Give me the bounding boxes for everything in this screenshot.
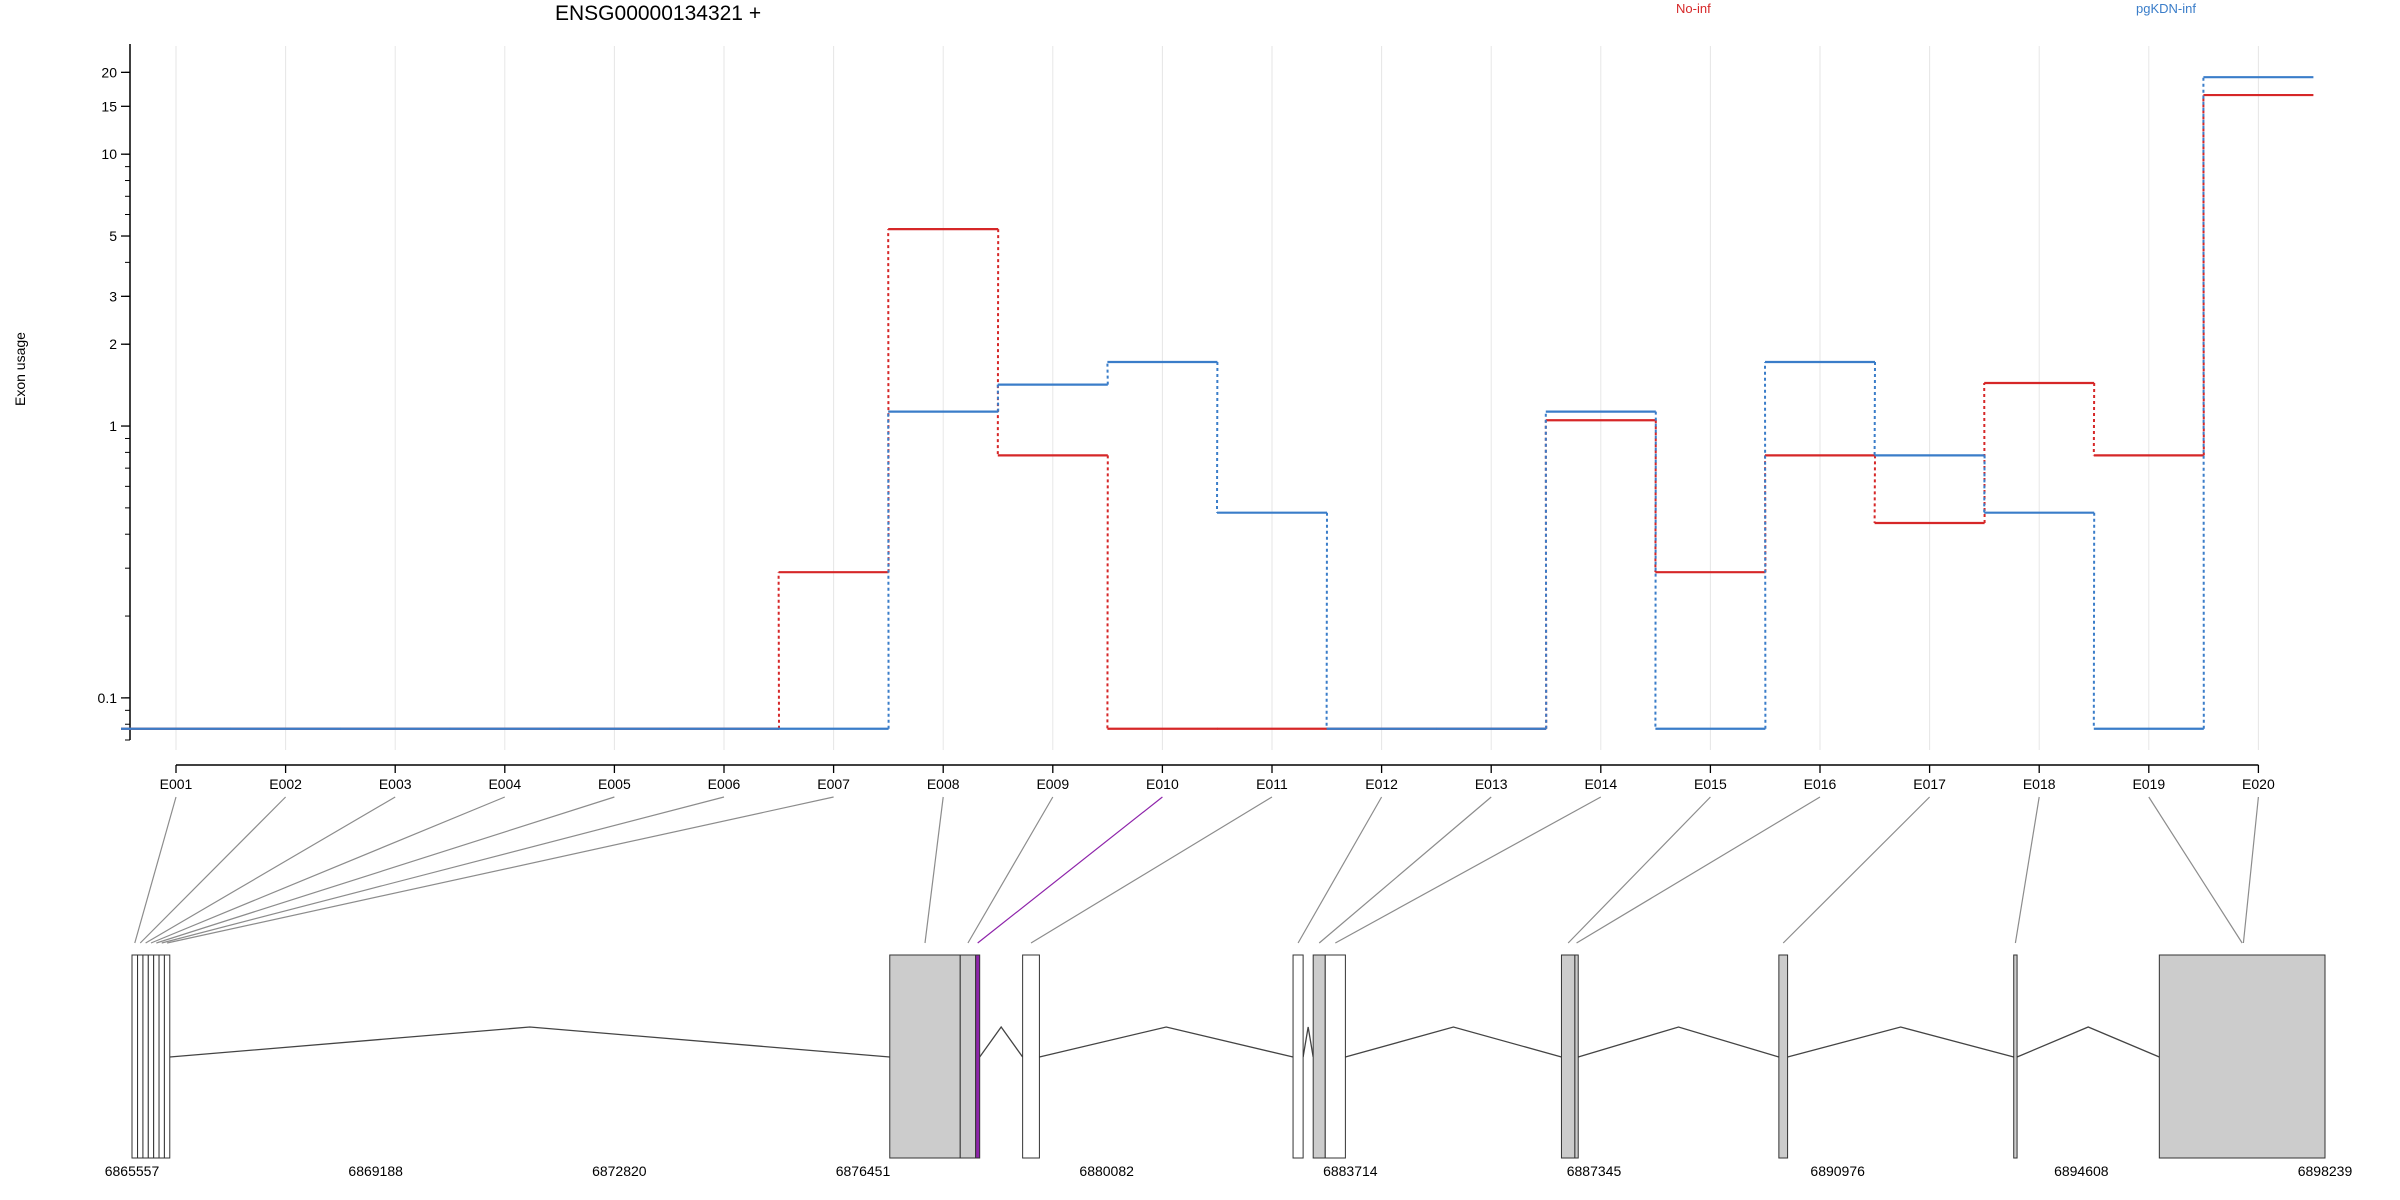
exon-box	[975, 954, 981, 1159]
x-tick-label: E004	[488, 776, 521, 792]
x-tick-label: E006	[708, 776, 741, 792]
x-tick-label: E002	[269, 776, 302, 792]
x-tick-label: E018	[2023, 776, 2056, 792]
genomic-tick-label: 6880082	[1079, 1163, 1134, 1179]
exon-connector	[967, 796, 1054, 944]
y-tick-label: 20	[101, 64, 117, 80]
exon-box	[889, 954, 961, 1159]
exon-connector	[139, 796, 287, 944]
genomic-tick-label: 6894608	[2054, 1163, 2109, 1179]
exon-box	[959, 954, 977, 1159]
x-tick-label: E008	[927, 776, 960, 792]
exon-connector	[1576, 796, 1821, 944]
genomic-tick-label: 6865557	[105, 1163, 160, 1179]
exon-connector	[1030, 796, 1273, 944]
exon-box	[142, 954, 149, 1159]
exon-connector	[2242, 796, 2259, 944]
axes: 0.1 1 2 3 5 10 15 20 E001 E002 E003 E004 E005 E006 E00…	[98, 44, 2275, 792]
series-pgkdn-inf	[121, 76, 2314, 730]
x-tick-label: E014	[1584, 776, 1617, 792]
y-tick-label: 1	[109, 418, 117, 434]
exon-connector	[1567, 796, 1711, 944]
exon-connector	[156, 796, 615, 944]
y-tick-label: 5	[109, 228, 117, 244]
x-tick-label: E015	[1694, 776, 1727, 792]
x-tick-label: E005	[598, 776, 631, 792]
exon-box	[2013, 954, 2018, 1159]
genomic-tick-label: 6887345	[1567, 1163, 1622, 1179]
x-tick-label: E017	[1913, 776, 1946, 792]
genomic-tick-label: 6898239	[2298, 1163, 2353, 1179]
exon-connector	[924, 796, 944, 944]
genomic-tick-label: 6872820	[592, 1163, 647, 1179]
exon-box	[1292, 954, 1304, 1159]
x-tick-label: E003	[379, 776, 412, 792]
legend-no-inf: No-inf	[1676, 1, 1711, 16]
exon-connector	[1318, 796, 1492, 944]
exon-connector	[150, 796, 506, 944]
series	[121, 76, 2314, 730]
exon-box	[1778, 954, 1789, 1159]
intron	[169, 1026, 890, 1058]
legend-pgkdn-inf: pgKDN-inf	[2136, 1, 2196, 16]
intron	[2016, 1026, 2160, 1058]
y-tick-label: 15	[101, 98, 117, 114]
exon-box	[153, 954, 160, 1159]
exon-box	[1560, 954, 1576, 1159]
intron	[1345, 1026, 1562, 1058]
intron	[1039, 1026, 1294, 1058]
x-tick-label: E013	[1475, 776, 1508, 792]
y-tick-label: 0.1	[98, 690, 118, 706]
intron	[1787, 1026, 2014, 1058]
x-tick-label: E019	[2132, 776, 2165, 792]
x-tick-label: E010	[1146, 776, 1179, 792]
exon-box	[1574, 954, 1579, 1159]
exon-box	[2158, 954, 2326, 1159]
exon-connector	[2148, 796, 2243, 944]
exon-connector	[1335, 796, 1602, 944]
exon-box	[147, 954, 155, 1159]
exon-connector	[161, 796, 725, 944]
x-tick-label: E020	[2242, 776, 2275, 792]
intron	[1302, 1026, 1314, 1058]
gene-model: 6865557 6869188 6872820 6876451 6880082 68837…	[105, 954, 2353, 1179]
exon-box	[1324, 954, 1346, 1159]
exon-connector	[166, 796, 834, 944]
exon-connector	[1297, 796, 1383, 944]
exon-connectors	[134, 796, 2259, 944]
grid	[175, 46, 2259, 750]
y-tick-label: 10	[101, 146, 117, 162]
x-tick-label: E001	[160, 776, 193, 792]
x-tick-label: E009	[1036, 776, 1069, 792]
exon-box	[163, 954, 171, 1159]
x-tick-label: E016	[1804, 776, 1837, 792]
exon-box	[1312, 954, 1326, 1159]
x-tick-label: E007	[817, 776, 850, 792]
genomic-tick-label: 6869188	[348, 1163, 403, 1179]
y-tick-label: 3	[109, 288, 117, 304]
exon-connector	[1782, 796, 1931, 944]
intron	[979, 1025, 1024, 1058]
exon-connector	[977, 796, 1163, 944]
y-tick-label: 2	[109, 336, 117, 352]
exon-box	[137, 954, 144, 1159]
intron	[1578, 1026, 1780, 1058]
exon-connector	[134, 796, 177, 944]
exon-connector	[2014, 796, 2040, 944]
chart-title: ENSG00000134321 +	[555, 2, 762, 25]
x-tick-label: E012	[1365, 776, 1398, 792]
exon-box	[131, 954, 139, 1159]
x-tick-label: E011	[1256, 776, 1288, 792]
genomic-tick-label: 6876451	[836, 1163, 891, 1179]
exon-box	[158, 954, 165, 1159]
exon-box	[1022, 954, 1040, 1159]
genomic-tick-label: 6883714	[1323, 1163, 1378, 1179]
genomic-tick-label: 6890976	[1810, 1163, 1865, 1179]
exon-connector	[145, 796, 396, 944]
